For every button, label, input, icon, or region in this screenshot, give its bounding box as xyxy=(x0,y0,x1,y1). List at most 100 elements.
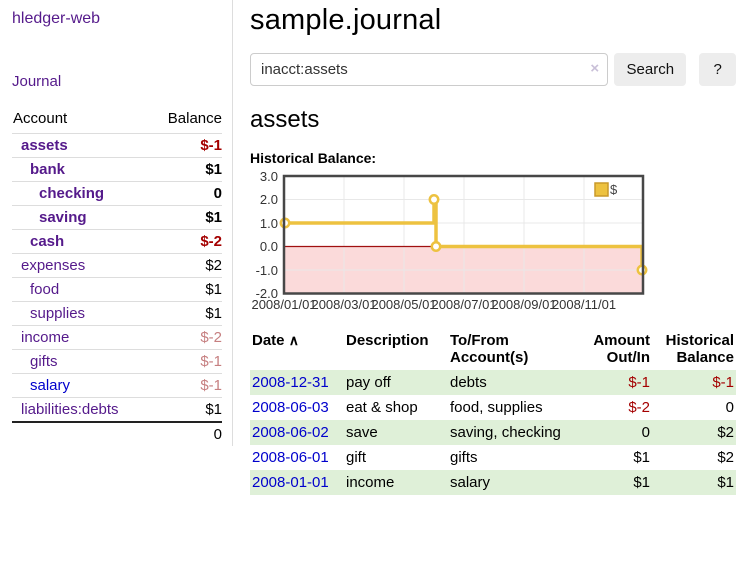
register-header-balance: Historical Balance xyxy=(665,332,734,366)
account-link-liabilities-debts[interactable]: liabilities:debts xyxy=(21,401,119,418)
register-header-date[interactable]: Date ∧ xyxy=(250,330,344,370)
register-header-amount: Amount Out/In xyxy=(593,332,650,366)
account-balance: 0 xyxy=(150,181,222,206)
account-row: income $-2 xyxy=(12,325,222,350)
transaction-accounts: food, supplies xyxy=(450,399,543,416)
chart-title: Historical Balance: xyxy=(250,150,377,166)
search-button[interactable]: Search xyxy=(614,53,687,86)
transaction-accounts: saving, checking xyxy=(450,424,561,441)
sidebar: hledger-web Journal Account Balance asse… xyxy=(0,0,233,446)
account-link-income[interactable]: income xyxy=(21,329,70,346)
y-tick: 0.0 xyxy=(259,239,278,254)
transaction-balance: $-1 xyxy=(712,374,734,391)
plot-border xyxy=(282,174,645,295)
accounts-table: Account Balance assets $-1 bank $1 check… xyxy=(12,107,222,446)
account-link-salary[interactable]: salary xyxy=(30,377,71,394)
transaction-date-link[interactable]: 2008-06-03 xyxy=(252,399,329,416)
transaction-description: income xyxy=(346,474,395,491)
accounts-total-value: 0 xyxy=(150,421,222,446)
transaction-date-link[interactable]: 2008-06-01 xyxy=(252,449,329,466)
transaction-amount: $-2 xyxy=(628,399,650,416)
transaction-accounts: debts xyxy=(450,374,487,391)
account-balance: $-1 xyxy=(150,349,222,374)
gridlines xyxy=(285,177,642,293)
page-title: sample.journal xyxy=(250,4,442,36)
chart-plot-area: $ xyxy=(279,174,648,295)
account-balance: $-1 xyxy=(150,373,222,398)
account-row: checking 0 xyxy=(12,181,222,206)
legend-swatch xyxy=(594,182,609,197)
register-row: 2008-06-02 save saving, checking 0 $2 xyxy=(250,420,736,445)
clear-search-icon[interactable]: × xyxy=(590,60,600,77)
register-row: 2008-01-01 income salary $1 $1 xyxy=(250,470,736,495)
y-tick: 2.0 xyxy=(259,192,278,207)
legend-label: $ xyxy=(610,182,618,197)
account-balance: $-1 xyxy=(150,133,222,158)
transaction-balance: 0 xyxy=(725,399,734,416)
account-row: assets $-1 xyxy=(12,133,222,158)
transaction-balance: $2 xyxy=(717,424,734,441)
account-row: supplies $1 xyxy=(12,301,222,326)
accounts-total-row: 0 xyxy=(12,421,222,446)
y-tick: 3.0 xyxy=(259,169,278,184)
account-link-gifts[interactable]: gifts xyxy=(30,353,58,370)
accounts-header-balance: Balance xyxy=(167,110,222,127)
transaction-description: eat & shop xyxy=(346,399,418,416)
x-axis-labels: 2008/01/01 2008/03/01 2008/05/01 2008/07… xyxy=(250,297,736,313)
account-row: food $1 xyxy=(12,277,222,302)
account-row: liabilities:debts $1 xyxy=(12,397,222,422)
sort-ascending-icon: ∧ xyxy=(288,332,299,348)
account-link-supplies[interactable]: supplies xyxy=(30,305,86,322)
transaction-description: pay off xyxy=(346,374,391,391)
help-button[interactable]: ? xyxy=(699,53,737,86)
x-tick: 2008/07/01 xyxy=(431,297,497,312)
transaction-balance: $1 xyxy=(717,474,734,491)
app-title[interactable]: hledger-web xyxy=(12,10,101,27)
transaction-amount: $1 xyxy=(633,449,650,466)
account-row: cash $-2 xyxy=(12,229,222,254)
register-row: 2008-06-03 eat & shop food, supplies $-2… xyxy=(250,395,736,420)
search-input[interactable] xyxy=(250,53,609,86)
transaction-accounts: gifts xyxy=(450,449,478,466)
account-balance: $1 xyxy=(150,301,222,326)
accounts-header-account: Account xyxy=(13,110,68,127)
historical-balance-chart: 3.0 2.0 1.0 0.0 -1.0 -2.0 xyxy=(250,169,736,316)
account-balance: $2 xyxy=(150,253,222,278)
transaction-date-link[interactable]: 2008-12-31 xyxy=(252,374,329,391)
sidebar-item-journal[interactable]: Journal xyxy=(12,73,62,90)
account-row: saving $1 xyxy=(12,205,222,230)
main-content: sample.journal × Search ? assets Histori… xyxy=(234,0,742,495)
transaction-description: save xyxy=(346,424,378,441)
x-tick: 2008/11/01 xyxy=(551,297,617,312)
account-link-checking[interactable]: checking xyxy=(39,185,105,202)
y-tick: 1.0 xyxy=(259,216,278,231)
account-row: bank $1 xyxy=(12,157,222,182)
transaction-amount: $-1 xyxy=(628,374,650,391)
search-form: × Search ? xyxy=(250,53,737,86)
transaction-amount: $1 xyxy=(633,474,650,491)
account-link-saving[interactable]: saving xyxy=(39,209,87,226)
transaction-balance: $2 xyxy=(717,449,734,466)
account-link-cash[interactable]: cash xyxy=(30,233,65,250)
x-tick: 2008/05/01 xyxy=(371,297,437,312)
x-tick: 2008/09/01 xyxy=(491,297,557,312)
register-row: 2008-12-31 pay off debts $-1 $-1 xyxy=(250,370,736,395)
transaction-accounts: salary xyxy=(450,474,491,491)
transaction-date-link[interactable]: 2008-06-02 xyxy=(252,424,329,441)
transaction-description: gift xyxy=(346,449,367,466)
account-balance: $1 xyxy=(150,157,222,182)
account-link-bank[interactable]: bank xyxy=(30,161,66,178)
register-table: Date ∧ Description To/From Account(s) Am… xyxy=(250,330,736,495)
account-balance: $1 xyxy=(150,397,222,422)
account-link-expenses[interactable]: expenses xyxy=(21,257,86,274)
account-balance: $-2 xyxy=(150,325,222,350)
account-link-assets[interactable]: assets xyxy=(21,137,68,154)
transaction-date-link[interactable]: 2008-01-01 xyxy=(252,474,329,491)
y-tick: -1.0 xyxy=(255,263,278,278)
account-row: salary $-1 xyxy=(12,373,222,398)
transaction-amount: 0 xyxy=(641,424,650,441)
account-balance: $1 xyxy=(150,205,222,230)
y-tick: -2.0 xyxy=(255,286,278,301)
date-header-label: Date xyxy=(252,332,285,349)
account-link-food[interactable]: food xyxy=(30,281,60,298)
